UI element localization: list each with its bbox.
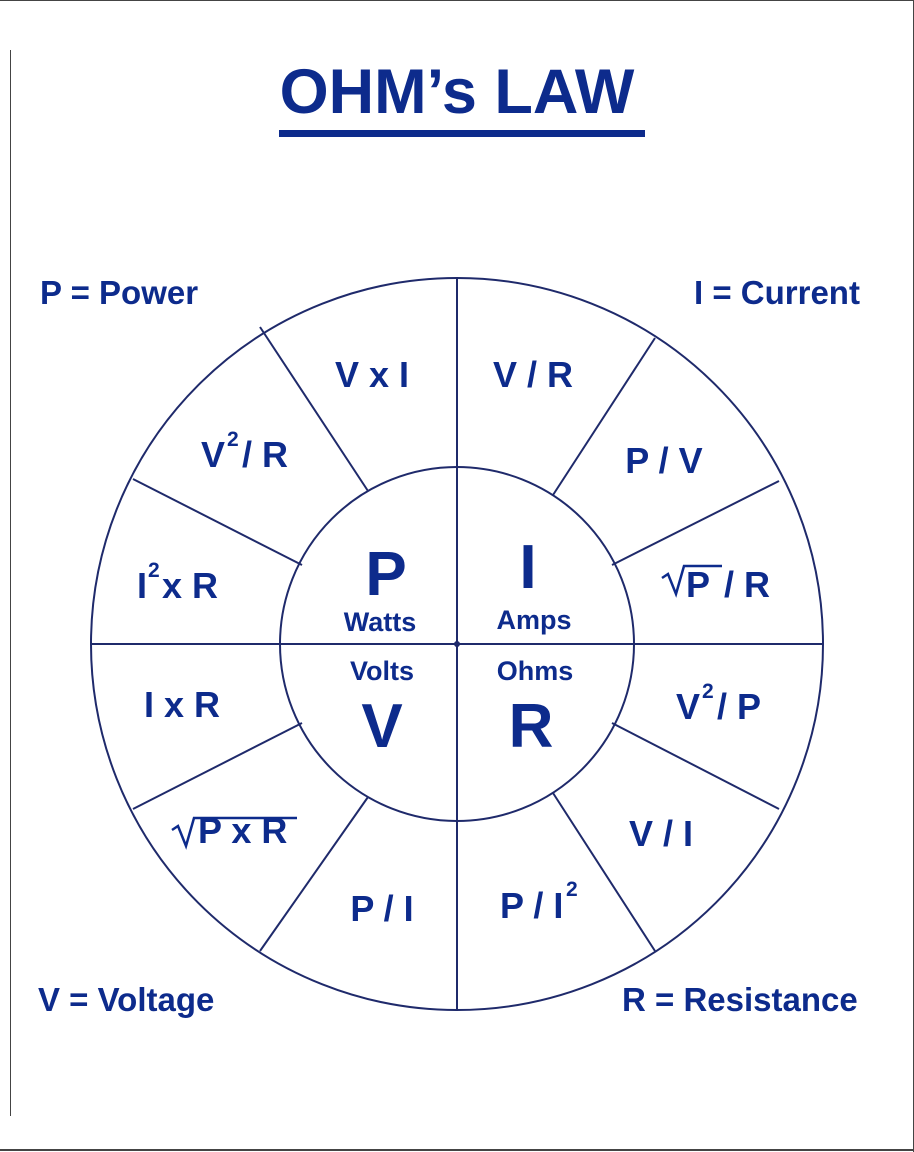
spoke [132, 478, 303, 566]
spoke [259, 796, 369, 952]
title-underline [279, 130, 645, 137]
radical-sign-icon [661, 564, 722, 598]
center-v-symbol: V [361, 692, 402, 761]
legend-power: P = Power [40, 274, 199, 311]
legend-voltage: V = Voltage [38, 981, 215, 1018]
center-p-unit: Watts [344, 607, 417, 637]
formula-radicand: P [686, 564, 710, 605]
center-p-symbol: P [365, 540, 406, 609]
formula-sqrt-p-over-r: P / R [661, 564, 770, 605]
formula-i-times-r: I x R [144, 684, 220, 725]
spoke [552, 792, 656, 952]
formula-radicand: P x R [198, 810, 287, 851]
formula-base: V [201, 434, 225, 475]
formula-p-over-i-squared: P / I 2 [500, 878, 578, 926]
formula-v-over-r: V / R [493, 354, 573, 395]
formula-p-over-i: P / I [350, 888, 413, 929]
formula-sqrt-p-times-r: P x R [171, 810, 297, 851]
formula-i-squared-times-r: I 2 x R [137, 559, 218, 606]
formula-exponent: 2 [702, 680, 714, 703]
formula-base: P / I [500, 885, 563, 926]
formula-exponent: 2 [148, 559, 160, 582]
center-r-symbol: R [509, 692, 554, 761]
formula-v-over-i: V / I [629, 813, 693, 854]
center-v-unit: Volts [350, 656, 414, 686]
formula-v-squared-over-r: V 2 / R [201, 428, 288, 475]
center-i-symbol: I [519, 533, 536, 602]
spoke [259, 326, 369, 492]
formula-p-over-v: P / V [625, 440, 702, 481]
legend-current: I = Current [694, 274, 860, 311]
frame-left-border [10, 50, 11, 1116]
page-title: OHM’s LAW [279, 57, 635, 127]
formula-rest: / R [724, 564, 770, 605]
legend-resistance: R = Resistance [622, 981, 858, 1018]
center-i-unit: Amps [496, 605, 571, 635]
formula-v-squared-over-p: V 2 / P [676, 680, 761, 727]
spoke [132, 722, 303, 810]
formula-exponent: 2 [227, 428, 239, 451]
formula-rest: x R [162, 565, 218, 606]
center-dot [454, 641, 460, 647]
frame-bottom-border [0, 1149, 914, 1151]
formula-exponent: 2 [566, 878, 578, 901]
formula-rest: / R [242, 434, 288, 475]
formula-base: I [137, 565, 147, 606]
spoke [611, 480, 780, 566]
formula-v-times-i: V x I [335, 354, 409, 395]
center-r-unit: Ohms [497, 656, 574, 686]
spoke [552, 337, 656, 496]
spoke [611, 722, 780, 810]
radical-sign-icon [171, 816, 297, 850]
formula-rest: / P [717, 686, 761, 727]
formula-base: V [676, 686, 700, 727]
frame-top-border [0, 0, 913, 1]
